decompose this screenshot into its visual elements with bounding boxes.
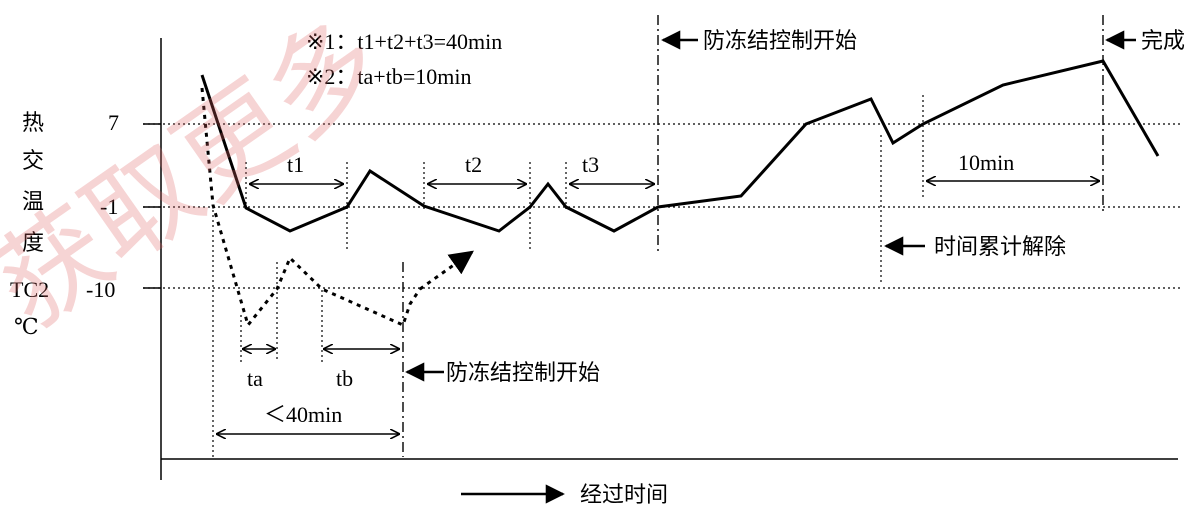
interval-lt40: ＜40min bbox=[264, 402, 342, 427]
tick-label-7: 7 bbox=[108, 110, 119, 135]
vertical-markers bbox=[212, 95, 924, 457]
interval-10min: 10min bbox=[958, 150, 1014, 175]
y-label-char-2: 交 bbox=[22, 148, 44, 173]
interval-t1: t1 bbox=[287, 152, 304, 177]
y-label-char-3: 温 bbox=[22, 189, 44, 214]
interval-t2: t2 bbox=[465, 152, 482, 177]
interval-arrows bbox=[217, 181, 1099, 434]
interval-t3: t3 bbox=[582, 152, 599, 177]
main-temperature-curve bbox=[200, 59, 1160, 233]
y-label-char-5: TC2 bbox=[10, 277, 49, 302]
interval-tb: tb bbox=[336, 366, 353, 391]
annotation-pointers bbox=[405, 30, 1136, 504]
y-label-char-4: 度 bbox=[22, 230, 44, 255]
tick-label-minus10: -10 bbox=[86, 277, 115, 302]
dotted-rise-arrow bbox=[419, 250, 474, 291]
annotation-defrost-start-top: 防冻结控制开始 bbox=[703, 28, 857, 53]
x-axis-label: 经过时间 bbox=[580, 482, 668, 507]
note-2: ※2：ta+tb=10min bbox=[306, 64, 471, 89]
annotation-accum-reset: 时间累计解除 bbox=[934, 234, 1066, 259]
annotation-defrost-start-bottom: 防冻结控制开始 bbox=[446, 360, 600, 385]
defrost-path-dotted bbox=[200, 87, 422, 329]
y-label-char-1: 热 bbox=[22, 110, 44, 135]
interval-ta: ta bbox=[247, 366, 263, 391]
note-1: ※1：t1+t2+t3=40min bbox=[306, 29, 502, 54]
control-start-lines bbox=[402, 15, 1104, 457]
annotation-done: 完成 bbox=[1141, 28, 1185, 53]
y-label-char-6: ℃ bbox=[14, 314, 39, 339]
tick-label-minus1: -1 bbox=[100, 194, 118, 219]
